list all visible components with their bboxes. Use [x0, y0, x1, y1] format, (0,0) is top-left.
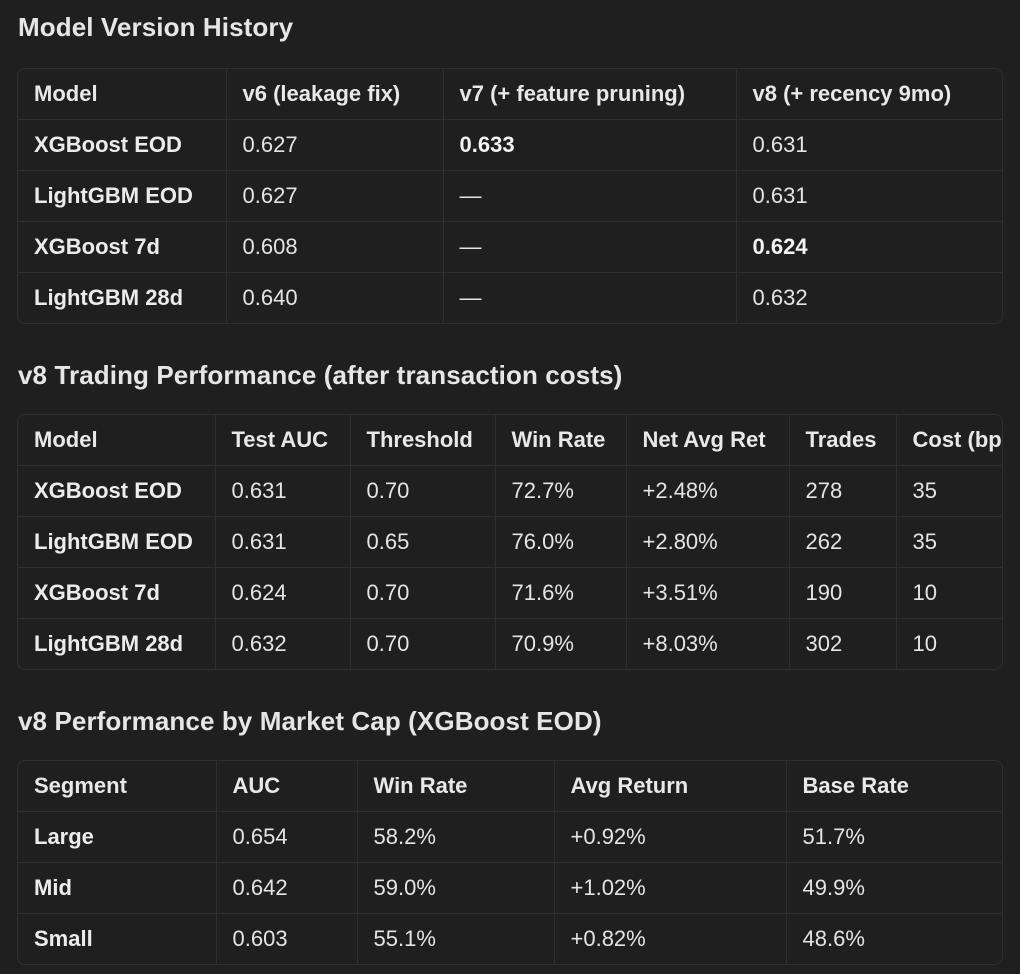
table-row: XGBoost 7d 0.624 0.70 71.6% +3.51% 190 1…	[18, 567, 1002, 619]
table-cell: +8.03%	[626, 618, 790, 669]
table-cell: 49.9%	[786, 862, 1002, 914]
table-cell: +3.51%	[626, 567, 790, 619]
table-cell: 0.65	[350, 516, 496, 568]
table-row: LightGBM 28d 0.632 0.70 70.9% +8.03% 302…	[18, 618, 1002, 669]
row-label: LightGBM 28d	[18, 272, 227, 323]
table-cell: +2.48%	[626, 465, 790, 517]
table-row: Large 0.654 58.2% +0.92% 51.7%	[18, 811, 1002, 863]
column-header: AUC	[216, 761, 358, 812]
row-label: Mid	[18, 862, 217, 914]
row-label: LightGBM EOD	[18, 170, 227, 222]
section-title-v8-performance-by-market-cap: v8 Performance by Market Cap (XGBoost EO…	[18, 706, 602, 736]
table-cell: 51.7%	[786, 811, 1002, 863]
table-row: Small 0.603 55.1% +0.82% 48.6%	[18, 913, 1002, 964]
table-cell: 0.654	[216, 811, 358, 863]
table-cell: 10	[912, 631, 937, 656]
table-cell: 0.640	[226, 272, 444, 323]
table-cell: 59.0%	[357, 862, 555, 914]
section-title-model-version-history: Model Version History	[18, 12, 294, 42]
table-cell: 70.9%	[495, 618, 627, 669]
table-cell: 190	[789, 567, 897, 619]
table-cell: 0.70	[350, 465, 496, 517]
table-cell-best: 0.633	[443, 119, 737, 171]
table-cell: 48.6%	[802, 926, 865, 951]
row-label: XGBoost 7d	[18, 567, 216, 619]
column-header: Net Avg Ret	[626, 415, 790, 466]
table-cell: 58.2%	[357, 811, 555, 863]
table-cell: 0.642	[216, 862, 358, 914]
table-cell: +0.92%	[554, 811, 787, 863]
section-title-v8-trading-performance: v8 Trading Performance (after transactio…	[18, 360, 623, 390]
table-header-row: Segment AUC Win Rate Avg Return Base Rat…	[18, 761, 1002, 812]
column-header: Cost (bps)	[896, 415, 1002, 466]
column-header: Test AUC	[215, 415, 351, 466]
table-cell: 0.627	[226, 170, 444, 222]
table-cell: 0.603	[216, 913, 358, 964]
model-version-history-table: Model v6 (leakage fix) v7 (+ feature pru…	[17, 68, 1003, 324]
column-header: v6 (leakage fix)	[226, 69, 444, 120]
column-header: Win Rate	[357, 761, 555, 812]
table-row: LightGBM EOD 0.631 0.65 76.0% +2.80% 262…	[18, 516, 1002, 568]
column-header: Model	[18, 69, 227, 120]
table-cell: +0.82%	[554, 913, 787, 964]
column-header: Model	[18, 415, 216, 466]
table-cell: 71.6%	[495, 567, 627, 619]
table-row: XGBoost EOD 0.627 0.633 0.631	[18, 119, 1002, 171]
table-row: LightGBM 28d 0.640 — 0.632	[18, 272, 1002, 323]
table-cell: 0.624	[215, 567, 351, 619]
table-cell: 0.631	[215, 516, 351, 568]
column-header: Segment	[18, 761, 217, 812]
row-label: XGBoost EOD	[18, 119, 227, 171]
table-cell: 76.0%	[495, 516, 627, 568]
table-cell: 0.631	[736, 170, 1002, 222]
table-row: XGBoost 7d 0.608 — 0.624	[18, 221, 1002, 273]
table-cell: —	[443, 221, 737, 273]
column-header: v7 (+ feature pruning)	[443, 69, 737, 120]
table-cell: 0.631	[736, 119, 1002, 171]
column-header: Win Rate	[495, 415, 627, 466]
row-label: XGBoost EOD	[18, 465, 216, 517]
column-header: Trades	[789, 415, 897, 466]
table-header-row: Model v6 (leakage fix) v7 (+ feature pru…	[18, 69, 1002, 120]
table-cell: 0.608	[226, 221, 444, 273]
table-header-row: Model Test AUC Threshold Win Rate Net Av…	[18, 415, 1002, 466]
table-cell: 0.627	[226, 119, 444, 171]
column-header: v8 (+ recency 9mo)	[736, 69, 1002, 120]
row-label: Large	[18, 811, 217, 863]
table-row: Mid 0.642 59.0% +1.02% 49.9%	[18, 862, 1002, 914]
table-cell: 10	[896, 567, 1002, 619]
table-cell: 278	[789, 465, 897, 517]
table-row: XGBoost EOD 0.631 0.70 72.7% +2.48% 278 …	[18, 465, 1002, 517]
column-header: Threshold	[350, 415, 496, 466]
row-label: LightGBM 28d	[18, 618, 216, 669]
table-row: LightGBM EOD 0.627 — 0.631	[18, 170, 1002, 222]
row-label: Small	[18, 913, 217, 964]
column-header: Base Rate	[786, 761, 1002, 812]
table-cell: 35	[896, 465, 1002, 517]
table-cell-best: 0.624	[736, 221, 1002, 273]
table-cell: 302	[789, 618, 897, 669]
table-cell: 262	[789, 516, 897, 568]
table-cell: 0.632	[752, 285, 808, 310]
table-cell: 55.1%	[357, 913, 555, 964]
table-cell: 35	[896, 516, 1002, 568]
table-cell: 0.631	[215, 465, 351, 517]
trading-performance-table[interactable]: Model Test AUC Threshold Win Rate Net Av…	[17, 414, 1003, 670]
market-cap-performance-table: Segment AUC Win Rate Avg Return Base Rat…	[17, 760, 1003, 965]
table-cell: —	[443, 272, 737, 323]
table-cell: 0.632	[215, 618, 351, 669]
table-cell: —	[443, 170, 737, 222]
column-header: Avg Return	[554, 761, 787, 812]
table-cell: 0.70	[350, 618, 496, 669]
table-cell: 72.7%	[495, 465, 627, 517]
table-cell: +1.02%	[554, 862, 787, 914]
row-label: XGBoost 7d	[18, 221, 227, 273]
table-cell: +2.80%	[626, 516, 790, 568]
row-label: LightGBM EOD	[18, 516, 216, 568]
table-cell: 0.70	[350, 567, 496, 619]
